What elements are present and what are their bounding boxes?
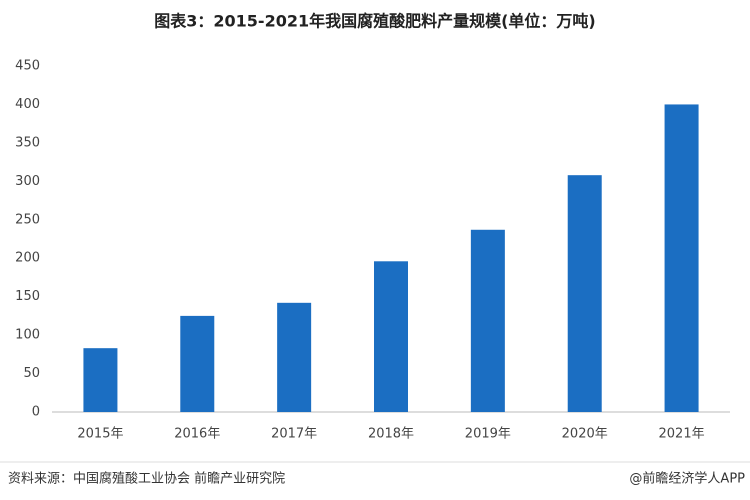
y-tick-label: 350 (15, 135, 40, 150)
x-tick-label: 2021年 (659, 427, 705, 442)
y-tick-label: 200 (15, 251, 40, 266)
bar (83, 348, 118, 412)
y-tick-label: 400 (15, 97, 40, 112)
y-tick-label: 0 (32, 405, 40, 420)
chart-title: 图表3：2015-2021年我国腐殖酸肥料产量规模(单位：万吨) (154, 12, 595, 31)
y-tick-label: 100 (15, 328, 40, 343)
y-tick-label: 450 (15, 59, 40, 74)
bar (567, 175, 602, 412)
x-tick-label: 2017年 (271, 427, 317, 442)
bar (664, 104, 699, 412)
y-tick-label: 50 (23, 366, 40, 381)
brand: @前瞻经济学人APP (629, 471, 745, 487)
y-tick-label: 150 (15, 289, 40, 304)
x-tick-label: 2019年 (465, 427, 511, 442)
bar (470, 229, 505, 412)
bar (180, 315, 215, 412)
y-tick-label: 250 (15, 212, 40, 227)
source: 资料来源：中国腐殖酸工业协会 前瞻产业研究院 (8, 471, 285, 487)
bar (277, 302, 312, 412)
y-tick-label: 300 (15, 174, 40, 189)
bar (374, 261, 408, 412)
x-tick-label: 2020年 (562, 427, 608, 442)
x-tick-label: 2018年 (368, 427, 414, 442)
x-tick-label: 2016年 (174, 427, 220, 442)
x-tick-label: 2015年 (77, 427, 123, 442)
